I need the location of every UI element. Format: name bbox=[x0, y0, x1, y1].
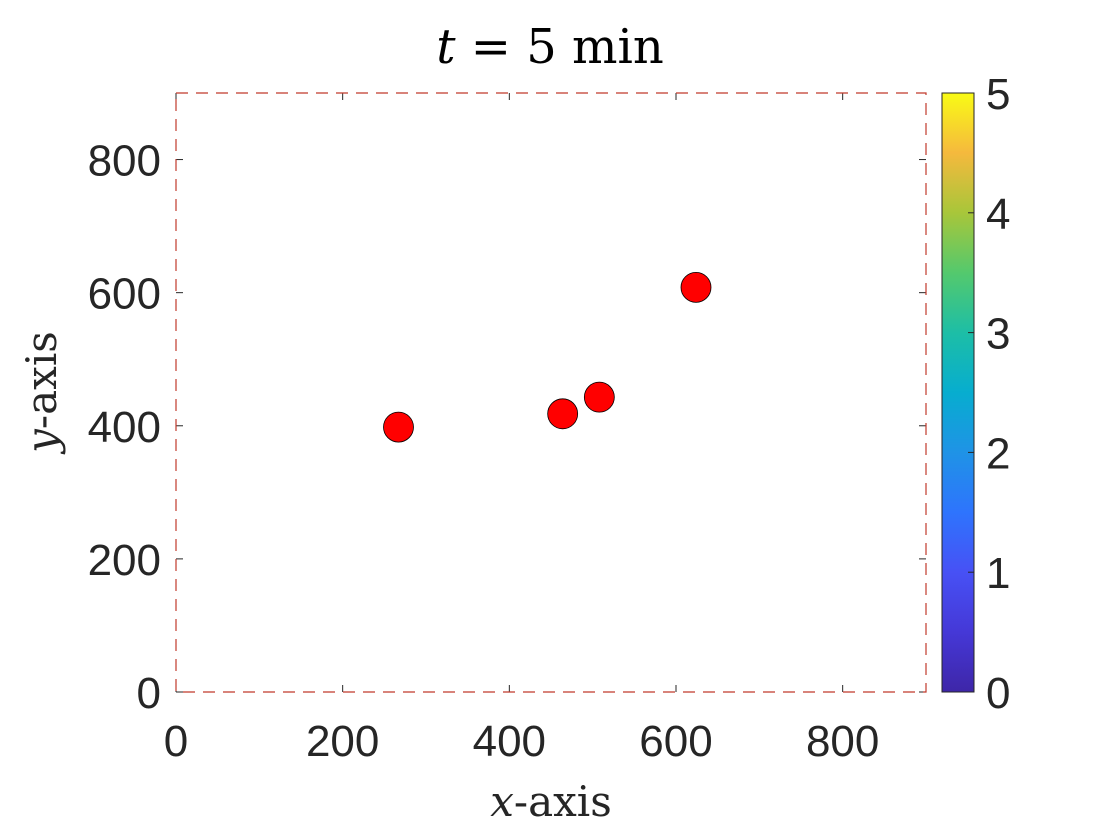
chart-title: t = 5 min bbox=[436, 19, 664, 75]
x-tick-label: 400 bbox=[473, 717, 546, 766]
colorbar: 0 1 2 3 4 5 bbox=[941, 70, 1010, 718]
x-tick-label: 0 bbox=[164, 717, 188, 766]
x-tick-label: 800 bbox=[806, 717, 879, 766]
x-tick-label: 600 bbox=[639, 717, 712, 766]
data-point bbox=[383, 411, 414, 443]
colorbar-tick-label: 4 bbox=[986, 190, 1010, 239]
data-point bbox=[680, 271, 712, 303]
colorbar-tick-label: 1 bbox=[986, 549, 1010, 598]
y-tick-label: 200 bbox=[88, 536, 161, 585]
colorbar-tick-label: 2 bbox=[986, 429, 1010, 478]
y-tick-label: 600 bbox=[88, 270, 161, 319]
colorbar-tick-label: 0 bbox=[986, 669, 1010, 718]
y-axis-label: y-axis bbox=[17, 331, 66, 455]
y-tick-label: 800 bbox=[88, 137, 161, 186]
colorbar-tick-label: 5 bbox=[986, 70, 1010, 119]
colorbar-ticks: 0 1 2 3 4 5 bbox=[968, 70, 1010, 718]
x-tick-label: 200 bbox=[306, 717, 379, 766]
data-points bbox=[383, 271, 712, 443]
y-axis: 0 200 400 600 800 bbox=[88, 137, 926, 718]
y-tick-label: 0 bbox=[137, 669, 161, 718]
colorbar-gradient bbox=[941, 92, 975, 693]
x-axis: 0 200 400 600 800 bbox=[164, 93, 879, 766]
plot-area: 0 200 400 600 800 0 200 400 600 800 bbox=[88, 92, 927, 766]
plot-box-border bbox=[175, 92, 927, 693]
data-point bbox=[547, 398, 579, 430]
plot-background bbox=[176, 93, 926, 692]
data-point bbox=[583, 381, 615, 413]
y-tick-label: 400 bbox=[88, 403, 161, 452]
x-axis-label: x-axis bbox=[490, 777, 612, 826]
colorbar-tick-label: 3 bbox=[986, 310, 1010, 359]
